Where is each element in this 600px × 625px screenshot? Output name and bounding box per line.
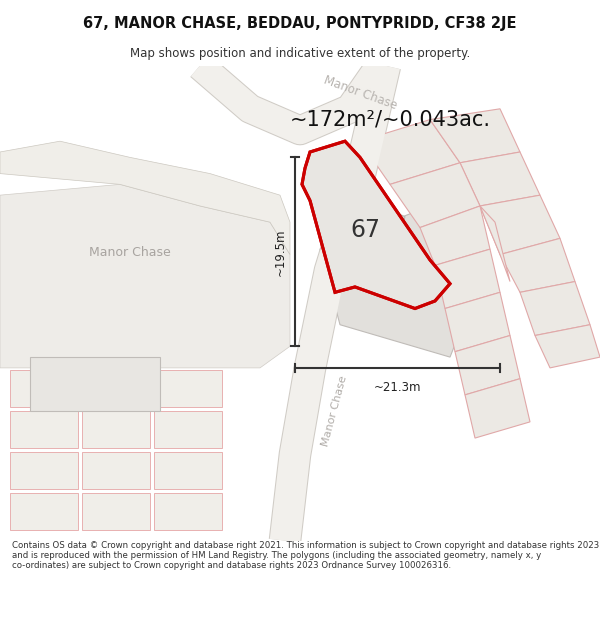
Text: Manor Chase: Manor Chase xyxy=(322,73,398,112)
Polygon shape xyxy=(154,452,222,489)
Polygon shape xyxy=(10,452,78,489)
Text: 67: 67 xyxy=(350,217,380,242)
Text: ~19.5m: ~19.5m xyxy=(274,228,287,276)
Polygon shape xyxy=(82,411,150,447)
Polygon shape xyxy=(0,184,290,368)
Text: ~172m²/~0.043ac.: ~172m²/~0.043ac. xyxy=(290,109,491,129)
Polygon shape xyxy=(465,379,530,438)
Polygon shape xyxy=(320,179,405,254)
Polygon shape xyxy=(420,206,490,266)
Polygon shape xyxy=(30,357,160,411)
Polygon shape xyxy=(302,141,450,309)
Polygon shape xyxy=(320,206,480,357)
Text: Manor Chase: Manor Chase xyxy=(321,374,349,448)
Polygon shape xyxy=(154,493,222,530)
Polygon shape xyxy=(82,452,150,489)
Polygon shape xyxy=(82,493,150,530)
Polygon shape xyxy=(10,370,78,407)
Polygon shape xyxy=(10,411,78,447)
Polygon shape xyxy=(520,281,590,336)
Polygon shape xyxy=(445,292,510,352)
Polygon shape xyxy=(460,152,540,206)
Text: Map shows position and indicative extent of the property.: Map shows position and indicative extent… xyxy=(130,48,470,60)
Polygon shape xyxy=(480,206,510,281)
Polygon shape xyxy=(480,195,560,254)
Polygon shape xyxy=(154,411,222,447)
Polygon shape xyxy=(455,336,520,395)
Polygon shape xyxy=(360,119,460,184)
Polygon shape xyxy=(500,238,575,292)
Polygon shape xyxy=(154,370,222,407)
Polygon shape xyxy=(435,249,500,309)
Text: ~21.3m: ~21.3m xyxy=(374,381,421,394)
Polygon shape xyxy=(535,325,600,368)
Text: Manor Chase: Manor Chase xyxy=(89,246,171,259)
Polygon shape xyxy=(0,141,290,254)
Polygon shape xyxy=(10,493,78,530)
Polygon shape xyxy=(430,109,520,162)
Text: 67, MANOR CHASE, BEDDAU, PONTYPRIDD, CF38 2JE: 67, MANOR CHASE, BEDDAU, PONTYPRIDD, CF3… xyxy=(83,16,517,31)
Polygon shape xyxy=(82,370,150,407)
Polygon shape xyxy=(390,162,480,228)
Text: Contains OS data © Crown copyright and database right 2021. This information is : Contains OS data © Crown copyright and d… xyxy=(12,541,599,571)
